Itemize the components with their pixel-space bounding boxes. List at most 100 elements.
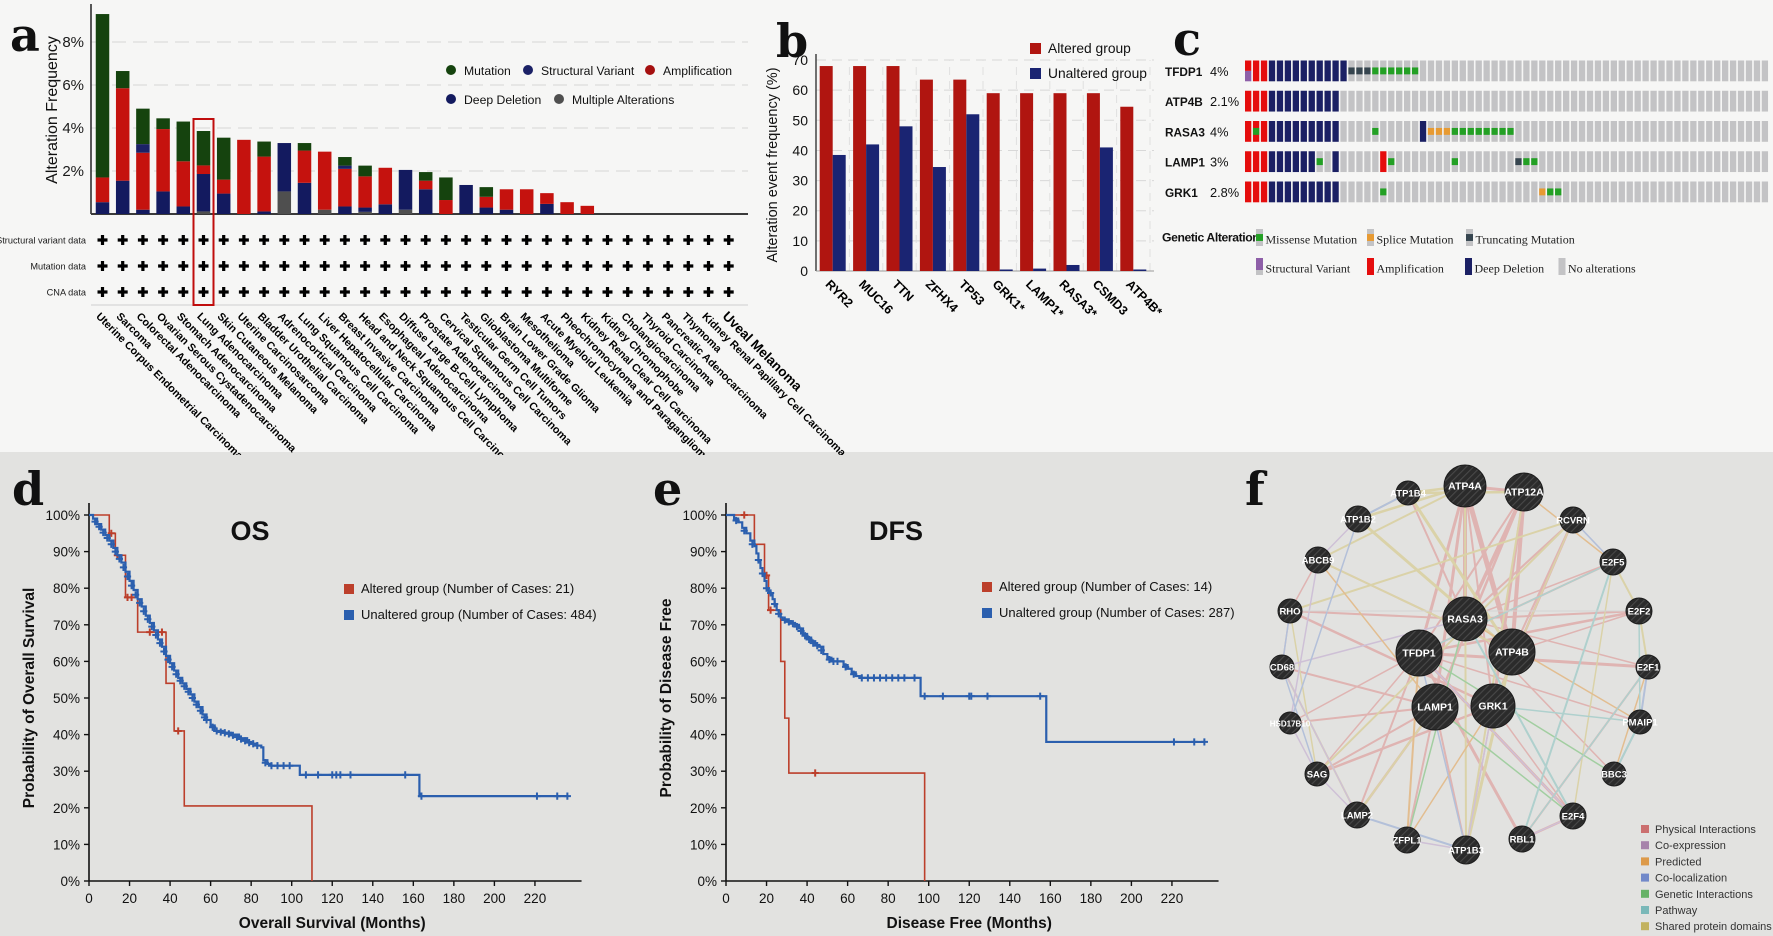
oncoprint-cell bbox=[1714, 181, 1721, 203]
plus-mark bbox=[380, 287, 391, 297]
plus-mark bbox=[339, 235, 350, 245]
bar-segment bbox=[398, 209, 413, 214]
oncoprint-cell-mutation bbox=[1435, 127, 1443, 135]
oncoprint-cell bbox=[1252, 151, 1260, 173]
oncoprint-cell bbox=[1459, 151, 1466, 173]
oncoprint-cell bbox=[1372, 181, 1379, 203]
legend-swatch-unaltered-group bbox=[1030, 68, 1041, 79]
y-tick-label: 40% bbox=[53, 728, 80, 743]
y-tick-label: 70% bbox=[690, 618, 717, 633]
oncoprint-cell bbox=[1491, 60, 1498, 82]
oncoprint-cell bbox=[1252, 181, 1260, 203]
oncoprint-cell bbox=[1356, 90, 1363, 112]
oncoprint-cell bbox=[1483, 90, 1490, 112]
oncoprint-cell bbox=[1443, 60, 1451, 82]
oncoprint-cell bbox=[1698, 181, 1705, 203]
oncoprint-cell bbox=[1380, 90, 1387, 112]
oncoprint-cell bbox=[1586, 60, 1594, 82]
node-ZFPL1: ZFPL1 bbox=[1392, 826, 1422, 854]
bar-segment bbox=[297, 150, 312, 183]
y-tick-label: 100% bbox=[45, 508, 80, 523]
oncoprint-cell bbox=[1626, 121, 1633, 142]
plus-mark bbox=[178, 235, 189, 245]
oncoprint-cell bbox=[1411, 121, 1419, 142]
oncoprint-cell bbox=[1284, 181, 1292, 203]
legend-label: Structural Variant bbox=[541, 64, 635, 78]
oncoprint-cell bbox=[1324, 121, 1331, 142]
oncoprint-cell bbox=[1451, 181, 1458, 203]
oncoprint-cell-mutation bbox=[1348, 67, 1355, 75]
oncoprint-cell bbox=[1618, 121, 1625, 142]
oncoprint-cell bbox=[1507, 151, 1514, 173]
edge-LAMP1-HSD17B10 bbox=[1289, 706, 1436, 724]
legend-label: Unaltered group (Number of Cases: 287) bbox=[999, 605, 1235, 620]
panel-a-plot: 2% 4% 6% 8%Alteration Frequency Mutation Stru… bbox=[0, 4, 849, 473]
oncoprint-cell bbox=[1706, 151, 1713, 173]
bar-segment bbox=[237, 139, 251, 214]
bar-segment bbox=[156, 191, 170, 214]
oncoprint-cell bbox=[1658, 90, 1665, 112]
plus-mark bbox=[602, 287, 613, 297]
track-label: CNA data bbox=[47, 288, 87, 298]
oncoprint-cell bbox=[1348, 121, 1355, 142]
plus-mark bbox=[663, 235, 674, 245]
km-curve-unaltered-group bbox=[89, 513, 568, 798]
edge-RASA3-ATP1B4 bbox=[1407, 492, 1466, 620]
oncoprint-cell bbox=[1578, 121, 1586, 142]
x-tick-label: 160 bbox=[1039, 891, 1062, 906]
node-label: E2F1 bbox=[1637, 663, 1660, 674]
node-label: ATP1B2 bbox=[1340, 515, 1376, 526]
oncoprint-cell bbox=[1618, 181, 1625, 203]
oncoprint-cell-mutation bbox=[1539, 188, 1546, 196]
oncoprint-cell bbox=[1245, 70, 1252, 82]
plot-title: OS bbox=[230, 516, 269, 546]
oncoprint-cell bbox=[1348, 151, 1355, 173]
y-tick-label: 40% bbox=[690, 728, 717, 743]
oncoprint-cell-mutation bbox=[1364, 67, 1371, 75]
bar-segment bbox=[257, 211, 271, 214]
plus-mark bbox=[683, 287, 694, 297]
oncoprint-cell bbox=[1626, 90, 1633, 112]
x-tick-label: 180 bbox=[1080, 891, 1103, 906]
oncoprint-cell bbox=[1570, 60, 1578, 82]
oncoprint-cell bbox=[1515, 60, 1522, 82]
plus-mark bbox=[137, 235, 148, 245]
oncoprint-cell bbox=[1300, 90, 1307, 112]
oncoprint-cell bbox=[1404, 121, 1411, 142]
plus-mark bbox=[521, 235, 532, 245]
plus-mark bbox=[97, 287, 108, 297]
bar-unaltered-TP53 bbox=[966, 114, 980, 271]
oncoprint-cell bbox=[1650, 181, 1657, 203]
oncoprint-cell bbox=[1563, 121, 1570, 142]
legend-item-amplification: Amplification bbox=[1367, 258, 1444, 276]
oncoprint-cell-mutation bbox=[1491, 127, 1498, 135]
panel-c-legend: Genetic Alteration Missense Mutation Splic… bbox=[1162, 229, 1636, 276]
node-RASA3: RASA3 bbox=[1442, 596, 1488, 642]
node-CD68: CD68 bbox=[1269, 654, 1295, 680]
edge-CD68-LAMP2 bbox=[1281, 666, 1358, 816]
oncoprint-cell bbox=[1499, 90, 1506, 112]
plus-mark bbox=[582, 261, 593, 271]
oncoprint-cell bbox=[1650, 121, 1657, 142]
bar-segment bbox=[378, 167, 393, 205]
oncoprint-cell bbox=[1340, 181, 1347, 203]
edge-TFDP1-E2F4 bbox=[1418, 652, 1574, 817]
oncoprint-cell bbox=[1610, 181, 1617, 203]
bar-segment bbox=[176, 161, 191, 207]
oncoprint-cell bbox=[1300, 181, 1307, 203]
oncoprint-cell bbox=[1706, 90, 1713, 112]
oncoprint-cell bbox=[1650, 90, 1657, 112]
gene-pct: 3% bbox=[1210, 155, 1229, 170]
oncoprint-cell bbox=[1316, 121, 1323, 142]
oncoprint-cell bbox=[1690, 151, 1697, 173]
x-tick-label: 20 bbox=[122, 891, 137, 906]
oncoprint-cell bbox=[1610, 121, 1617, 142]
grouped-bars bbox=[819, 66, 1147, 272]
node-label: LAMP1 bbox=[1417, 702, 1453, 714]
svg-e-plot: 0% 10% 20% 30% 40% 50% 60% 70% 80% 90% 100% 0 20 40 60… bbox=[658, 503, 1235, 932]
oncoprint-cell bbox=[1411, 90, 1419, 112]
plus-mark bbox=[319, 287, 330, 297]
bar-altered-ZFHX4 bbox=[919, 79, 933, 272]
oncoprint-cell bbox=[1531, 121, 1538, 142]
oncoprint-cell bbox=[1411, 181, 1419, 203]
